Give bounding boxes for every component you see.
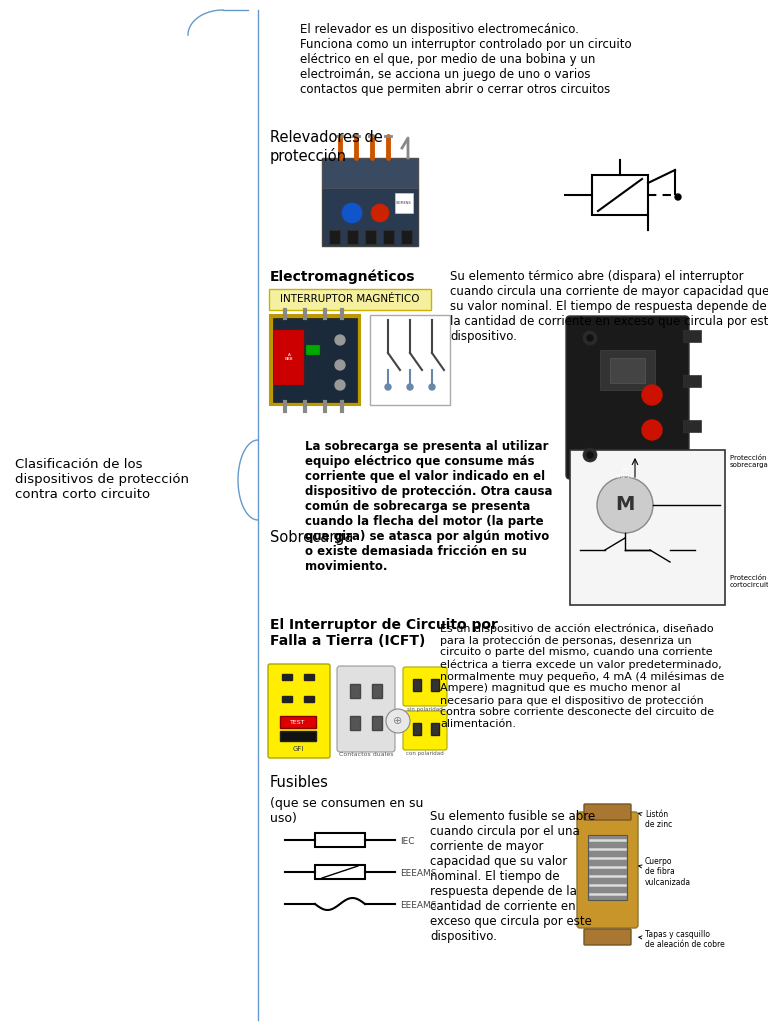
Text: GFI: GFI bbox=[293, 746, 303, 752]
Text: M: M bbox=[615, 496, 634, 514]
Text: El relevador es un dispositivo electromecánico.
Funciona como un interruptor con: El relevador es un dispositivo electrome… bbox=[300, 23, 631, 96]
Text: Clasificación de los
dispositivos de protección
contra corto circuito: Clasificación de los dispositivos de pro… bbox=[15, 459, 189, 502]
Text: Listón
de zinc: Listón de zinc bbox=[639, 810, 672, 829]
Circle shape bbox=[642, 420, 662, 440]
Bar bbox=[413, 723, 421, 735]
Text: SIEMENS: SIEMENS bbox=[396, 201, 412, 205]
Text: Tapas y casquillo
de aleación de cobre: Tapas y casquillo de aleación de cobre bbox=[639, 930, 725, 949]
Text: La sobrecarga se presenta al utilizar
equipo eléctrico que consume más
corriente: La sobrecarga se presenta al utilizar eq… bbox=[305, 440, 552, 573]
Bar bbox=[280, 731, 316, 741]
Bar bbox=[588, 835, 627, 900]
Text: Contactos duales: Contactos duales bbox=[339, 752, 393, 757]
Text: INTERRUPTOR MAGNÉTICO: INTERRUPTOR MAGNÉTICO bbox=[280, 294, 420, 304]
Bar bbox=[365, 230, 376, 244]
Text: Su elemento térmico abre (dispara) el interruptor
cuando circula una corriente d: Su elemento térmico abre (dispara) el in… bbox=[450, 270, 768, 343]
Text: Relevadores de
protección: Relevadores de protección bbox=[270, 130, 382, 164]
Text: A
BBB: A BBB bbox=[285, 352, 293, 361]
Bar bbox=[683, 420, 701, 432]
Bar bbox=[372, 684, 382, 698]
Bar bbox=[322, 158, 418, 188]
Text: El Interruptor de Circuito por
Falla a Tierra (ICFT): El Interruptor de Circuito por Falla a T… bbox=[270, 618, 498, 648]
Text: ⊕: ⊕ bbox=[393, 716, 402, 726]
Bar bbox=[370, 315, 450, 406]
Text: Sobrecarga: Sobrecarga bbox=[270, 530, 353, 545]
FancyBboxPatch shape bbox=[269, 289, 431, 310]
Circle shape bbox=[385, 384, 391, 390]
Bar bbox=[280, 716, 316, 728]
Bar bbox=[273, 318, 357, 402]
Bar bbox=[274, 330, 304, 385]
Text: (que se consumen en su
uso): (que se consumen en su uso) bbox=[270, 797, 423, 825]
Text: Es un dispositivo de acción electrónica, diseñado
para la protección de personas: Es un dispositivo de acción electrónica,… bbox=[440, 623, 724, 729]
Bar bbox=[329, 230, 340, 244]
Text: Su elemento fusible se abre
cuando circula por el una
corriente de mayor
capacid: Su elemento fusible se abre cuando circu… bbox=[430, 810, 595, 943]
Bar bbox=[395, 193, 413, 213]
Bar bbox=[610, 358, 645, 383]
Circle shape bbox=[675, 194, 681, 200]
Text: Protección contra
sobrecargas: Protección contra sobrecargas bbox=[730, 455, 768, 468]
Bar bbox=[431, 723, 439, 735]
Text: TEST: TEST bbox=[290, 720, 306, 725]
Bar bbox=[401, 230, 412, 244]
Bar bbox=[600, 350, 655, 390]
Circle shape bbox=[597, 477, 653, 534]
Text: sin polaridad: sin polaridad bbox=[407, 707, 443, 712]
Bar bbox=[306, 345, 320, 355]
Circle shape bbox=[342, 203, 362, 223]
Circle shape bbox=[371, 204, 389, 222]
FancyBboxPatch shape bbox=[270, 315, 360, 406]
Bar bbox=[304, 674, 314, 680]
Bar bbox=[383, 230, 394, 244]
Circle shape bbox=[335, 380, 345, 390]
Text: Protección contra
cortocircuitos: Protección contra cortocircuitos bbox=[730, 575, 768, 588]
Text: EEEAMS: EEEAMS bbox=[400, 869, 436, 879]
FancyBboxPatch shape bbox=[577, 812, 638, 928]
Bar bbox=[315, 865, 365, 879]
Bar bbox=[347, 230, 358, 244]
FancyBboxPatch shape bbox=[584, 804, 631, 820]
Bar bbox=[304, 696, 314, 702]
FancyBboxPatch shape bbox=[322, 158, 418, 246]
Circle shape bbox=[335, 335, 345, 345]
FancyBboxPatch shape bbox=[337, 666, 395, 752]
Circle shape bbox=[407, 384, 413, 390]
Bar bbox=[683, 460, 701, 472]
Bar bbox=[315, 833, 365, 847]
FancyBboxPatch shape bbox=[403, 711, 447, 750]
Bar bbox=[431, 679, 439, 691]
FancyBboxPatch shape bbox=[268, 664, 330, 758]
Bar bbox=[413, 679, 421, 691]
Bar bbox=[350, 684, 360, 698]
Bar bbox=[350, 716, 360, 730]
Circle shape bbox=[429, 384, 435, 390]
Bar bbox=[570, 450, 725, 605]
Bar bbox=[683, 375, 701, 387]
Text: IEC: IEC bbox=[400, 838, 415, 847]
Bar bbox=[372, 716, 382, 730]
Text: con polaridad: con polaridad bbox=[406, 751, 444, 756]
Text: Electromagnéticos: Electromagnéticos bbox=[270, 270, 415, 285]
FancyBboxPatch shape bbox=[403, 667, 447, 706]
Text: Cuerpo
de fibra
vulcanizada: Cuerpo de fibra vulcanizada bbox=[639, 857, 691, 887]
Circle shape bbox=[335, 360, 345, 370]
Circle shape bbox=[587, 452, 593, 458]
Text: Fusibles: Fusibles bbox=[270, 775, 329, 790]
Bar bbox=[592, 175, 648, 215]
Text: EEEAMS: EEEAMS bbox=[400, 901, 436, 910]
Circle shape bbox=[583, 449, 597, 462]
Bar bbox=[282, 696, 292, 702]
FancyBboxPatch shape bbox=[584, 929, 631, 945]
Text: ITE
CH2-15: ITE CH2-15 bbox=[616, 468, 634, 479]
Bar bbox=[282, 674, 292, 680]
Circle shape bbox=[642, 385, 662, 406]
Bar bbox=[683, 330, 701, 342]
FancyBboxPatch shape bbox=[566, 316, 689, 479]
Circle shape bbox=[583, 331, 597, 345]
Circle shape bbox=[386, 709, 410, 733]
Circle shape bbox=[587, 335, 593, 341]
